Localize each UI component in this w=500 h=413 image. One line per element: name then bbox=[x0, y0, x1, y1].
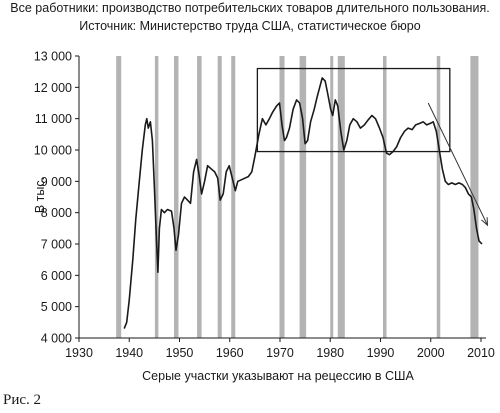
y-tick-label: 9 000 bbox=[41, 175, 72, 189]
x-tick-label: 1980 bbox=[316, 346, 344, 360]
trend-arrow-head bbox=[481, 217, 489, 227]
chart-title: Все работники: производство потребительс… bbox=[10, 1, 490, 15]
x-tick-label: 1950 bbox=[166, 346, 194, 360]
y-tick-label: 5 000 bbox=[41, 300, 72, 314]
y-tick-label: 10 000 bbox=[34, 144, 72, 158]
x-tick-label: 1940 bbox=[115, 346, 143, 360]
recession-band bbox=[330, 56, 334, 338]
recession-band bbox=[154, 56, 159, 338]
recession-band bbox=[470, 56, 479, 338]
recession-band bbox=[197, 56, 202, 338]
x-axis-label: Серые участки указывают на рецессию в СШ… bbox=[142, 369, 414, 383]
recession-band bbox=[337, 56, 345, 338]
figure-label: Рис. 2 bbox=[3, 392, 42, 408]
y-tick-label: 12 000 bbox=[34, 81, 72, 95]
annotations bbox=[256, 67, 489, 227]
x-tick-label: 1990 bbox=[367, 346, 395, 360]
y-tick-label: 11 000 bbox=[35, 112, 72, 126]
recession-band bbox=[116, 56, 122, 338]
chart-subtitle: Источник: Министерство труда США, статис… bbox=[79, 19, 421, 33]
y-tick-label: 8 000 bbox=[41, 206, 72, 220]
recession-band bbox=[299, 56, 307, 338]
x-tick-label: 1970 bbox=[266, 346, 294, 360]
recession-band bbox=[436, 56, 441, 338]
recession-band bbox=[231, 56, 236, 338]
recession-band bbox=[382, 56, 387, 338]
recession-bands bbox=[116, 56, 479, 338]
y-tick-label: 7 000 bbox=[41, 238, 72, 252]
axis-ticks: 4 000 5 000 6 000 7 000 8 000 9 000 10 000 11 0… bbox=[34, 50, 495, 361]
recession-band bbox=[173, 56, 179, 338]
trend-arrow-line bbox=[427, 102, 488, 226]
axes bbox=[78, 56, 486, 339]
y-tick-label: 13 000 bbox=[34, 50, 72, 64]
x-tick-label: 2010 bbox=[467, 346, 495, 360]
series-line bbox=[123, 77, 483, 329]
y-tick-label: 6 000 bbox=[41, 269, 72, 283]
x-tick-label: 1930 bbox=[65, 346, 93, 360]
y-axis-label: В тыс. bbox=[33, 177, 47, 213]
x-tick-label: 1960 bbox=[216, 346, 244, 360]
recession-band bbox=[279, 56, 285, 338]
y-tick-label: 4 000 bbox=[41, 332, 72, 346]
highlight-box bbox=[256, 67, 451, 153]
series-layer bbox=[123, 77, 483, 329]
x-tick-label: 2000 bbox=[417, 346, 445, 360]
